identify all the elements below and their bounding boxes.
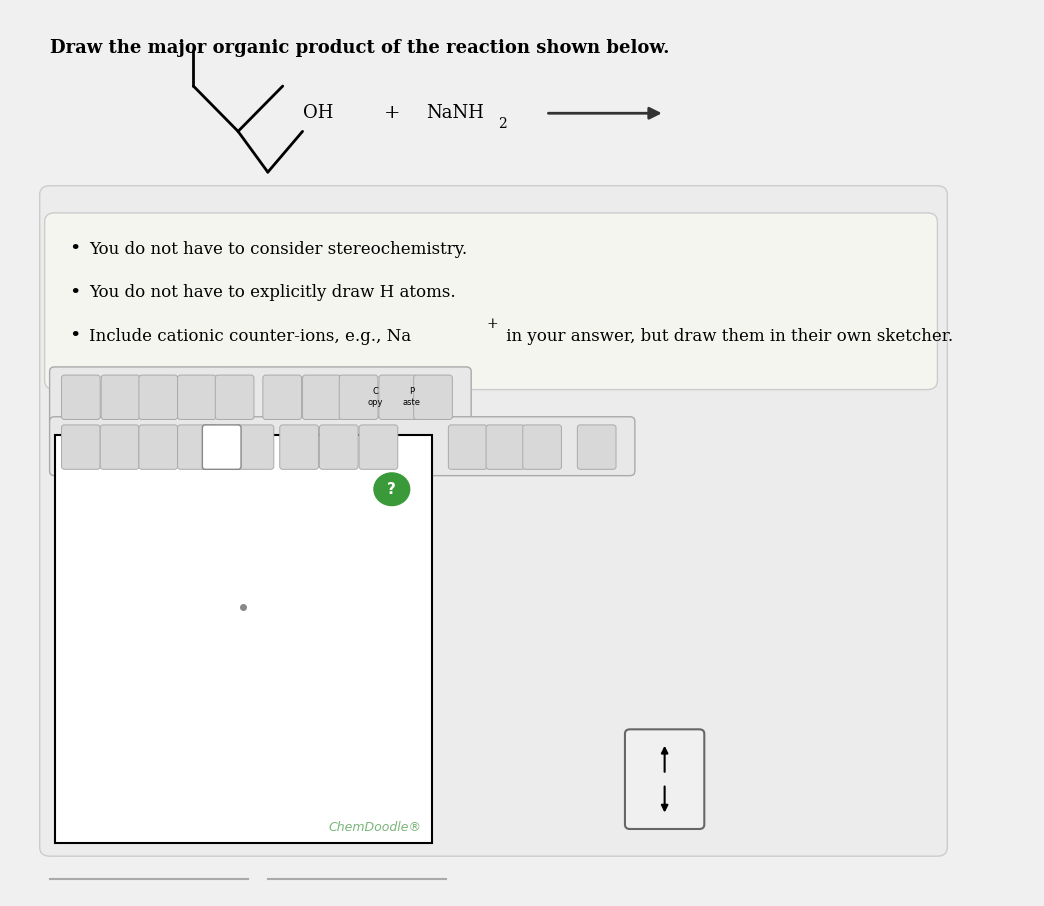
FancyBboxPatch shape	[577, 425, 616, 469]
Text: Draw the major organic product of the reaction shown below.: Draw the major organic product of the re…	[50, 39, 669, 57]
Text: ChemDoodle®: ChemDoodle®	[329, 821, 422, 834]
Text: •: •	[69, 284, 80, 302]
FancyBboxPatch shape	[263, 375, 302, 419]
Text: Include cationic counter-ions, e.g., Na: Include cationic counter-ions, e.g., Na	[90, 328, 411, 344]
FancyBboxPatch shape	[100, 425, 139, 469]
FancyBboxPatch shape	[487, 425, 525, 469]
FancyBboxPatch shape	[215, 375, 254, 419]
FancyBboxPatch shape	[101, 375, 140, 419]
FancyBboxPatch shape	[62, 425, 100, 469]
FancyBboxPatch shape	[177, 425, 216, 469]
FancyBboxPatch shape	[203, 425, 241, 469]
FancyBboxPatch shape	[448, 425, 488, 469]
FancyBboxPatch shape	[54, 435, 431, 843]
Text: •: •	[69, 240, 80, 258]
FancyBboxPatch shape	[62, 375, 100, 419]
FancyBboxPatch shape	[139, 375, 177, 419]
FancyBboxPatch shape	[280, 425, 318, 469]
Text: C
opy: C opy	[367, 387, 383, 407]
Text: in your answer, but draw them in their own sketcher.: in your answer, but draw them in their o…	[501, 328, 953, 344]
Circle shape	[374, 473, 409, 506]
FancyBboxPatch shape	[45, 213, 938, 390]
Text: You do not have to consider stereochemistry.: You do not have to consider stereochemis…	[90, 241, 468, 257]
FancyBboxPatch shape	[40, 186, 947, 856]
FancyBboxPatch shape	[235, 425, 274, 469]
Text: +: +	[383, 104, 400, 122]
Text: ?: ?	[387, 482, 397, 496]
Text: P
aste: P aste	[403, 387, 421, 407]
Text: 2: 2	[498, 117, 506, 131]
FancyBboxPatch shape	[50, 417, 635, 476]
FancyBboxPatch shape	[523, 425, 562, 469]
Text: OH: OH	[303, 104, 333, 122]
Text: NaNH: NaNH	[427, 104, 484, 122]
FancyBboxPatch shape	[339, 375, 378, 419]
FancyBboxPatch shape	[177, 375, 216, 419]
FancyBboxPatch shape	[379, 375, 418, 419]
FancyBboxPatch shape	[50, 367, 471, 426]
Text: •: •	[69, 327, 80, 345]
FancyBboxPatch shape	[625, 729, 705, 829]
FancyBboxPatch shape	[139, 425, 177, 469]
Text: +: +	[487, 317, 498, 332]
FancyBboxPatch shape	[359, 425, 398, 469]
FancyBboxPatch shape	[319, 425, 358, 469]
FancyBboxPatch shape	[413, 375, 452, 419]
FancyBboxPatch shape	[303, 375, 341, 419]
Text: You do not have to explicitly draw H atoms.: You do not have to explicitly draw H ato…	[90, 284, 456, 301]
